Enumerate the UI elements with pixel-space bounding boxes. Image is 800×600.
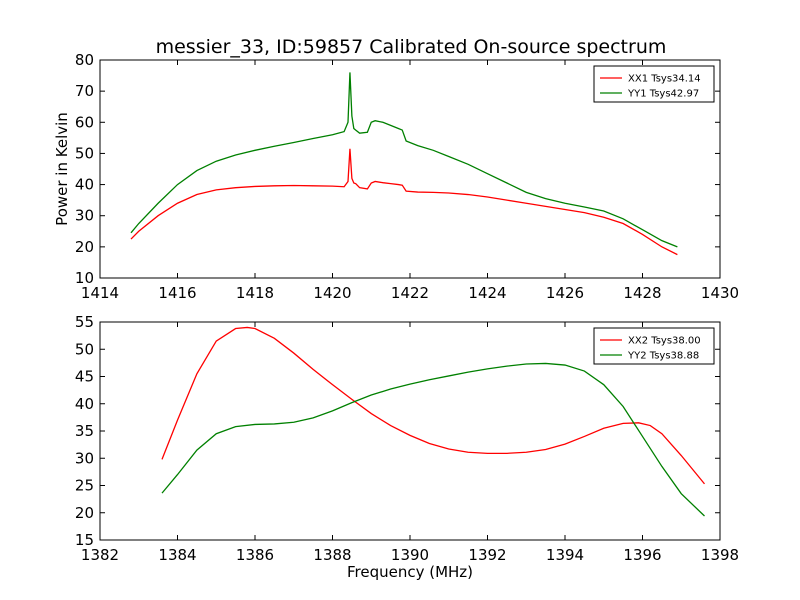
legend-label-0-0: XX1 Tsys34.14 <box>628 74 701 85</box>
series-line-1-1 <box>161 362 705 517</box>
y-tick-label-1-5: 40 <box>75 395 94 413</box>
bottom-panel: 1382 1384 1386 1388 1390 1392 1394 1396 1398 15 20… <box>75 313 739 581</box>
y-tick-label-0-0: 10 <box>75 269 94 287</box>
x-tick-label-1-3: 1388 <box>313 546 351 564</box>
y-tick-label-1-1: 20 <box>75 504 94 522</box>
x-tick-label-0-5: 1424 <box>468 284 506 302</box>
y-tick-label-0-5: 60 <box>75 113 94 131</box>
y-tick-label-1-3: 30 <box>75 449 94 467</box>
y-tick-label-1-7: 50 <box>75 340 94 358</box>
x-tick-label-0-8: 1430 <box>701 284 739 302</box>
series-line-1-0 <box>161 326 706 485</box>
top-panel: 1414 1416 1418 1420 1422 1424 1426 1428 1430 10 20… <box>53 51 739 302</box>
y-tick-label-0-1: 20 <box>75 238 94 256</box>
y-tick-label-0-4: 50 <box>75 144 94 162</box>
y-tick-label-0-2: 30 <box>75 207 94 225</box>
legend-label-1-1: YY2 Tsys38.88 <box>627 351 699 362</box>
x-tick-label-1-4: 1390 <box>391 546 429 564</box>
y-tick-label-1-0: 15 <box>75 531 94 549</box>
x-tick-label-1-1: 1384 <box>158 546 196 564</box>
series-line-0-0 <box>130 148 678 256</box>
y-tick-label-0-7: 80 <box>75 51 94 69</box>
x-tick-label-0-3: 1420 <box>313 284 351 302</box>
x-tick-label-0-7: 1428 <box>623 284 661 302</box>
x-tick-label-0-2: 1418 <box>236 284 274 302</box>
x-tick-label-1-8: 1398 <box>701 546 739 564</box>
x-tick-label-0-1: 1416 <box>158 284 196 302</box>
y-tick-label-0-3: 40 <box>75 176 94 194</box>
y-tick-label-1-2: 25 <box>75 477 94 495</box>
x-tick-label-1-7: 1396 <box>623 546 661 564</box>
x-tick-label-1-0: 1382 <box>81 546 119 564</box>
x-tick-label-0-6: 1426 <box>546 284 584 302</box>
y-tick-label-1-8: 55 <box>75 313 94 331</box>
y-axis-label-0: Power in Kelvin <box>53 112 71 226</box>
legend-1 <box>593 327 715 365</box>
x-tick-label-0-4: 1422 <box>391 284 429 302</box>
chart-title: messier_33, ID:59857 Calibrated On-sourc… <box>156 36 667 58</box>
x-tick-label-0-0: 1414 <box>81 284 119 302</box>
x-tick-label-1-6: 1394 <box>546 546 584 564</box>
legend-label-1-0: XX2 Tsys38.00 <box>628 336 701 347</box>
series-line-0-1 <box>130 72 678 248</box>
x-tick-label-1-2: 1386 <box>236 546 274 564</box>
legend-0 <box>593 65 715 103</box>
x-axis-label-1: Frequency (MHz) <box>347 563 473 581</box>
legend-label-0-1: YY1 Tsys42.97 <box>627 89 699 100</box>
y-tick-label-1-4: 35 <box>75 422 94 440</box>
y-tick-label-1-6: 45 <box>75 368 94 386</box>
x-tick-label-1-5: 1392 <box>468 546 506 564</box>
y-tick-label-0-6: 70 <box>75 82 94 100</box>
